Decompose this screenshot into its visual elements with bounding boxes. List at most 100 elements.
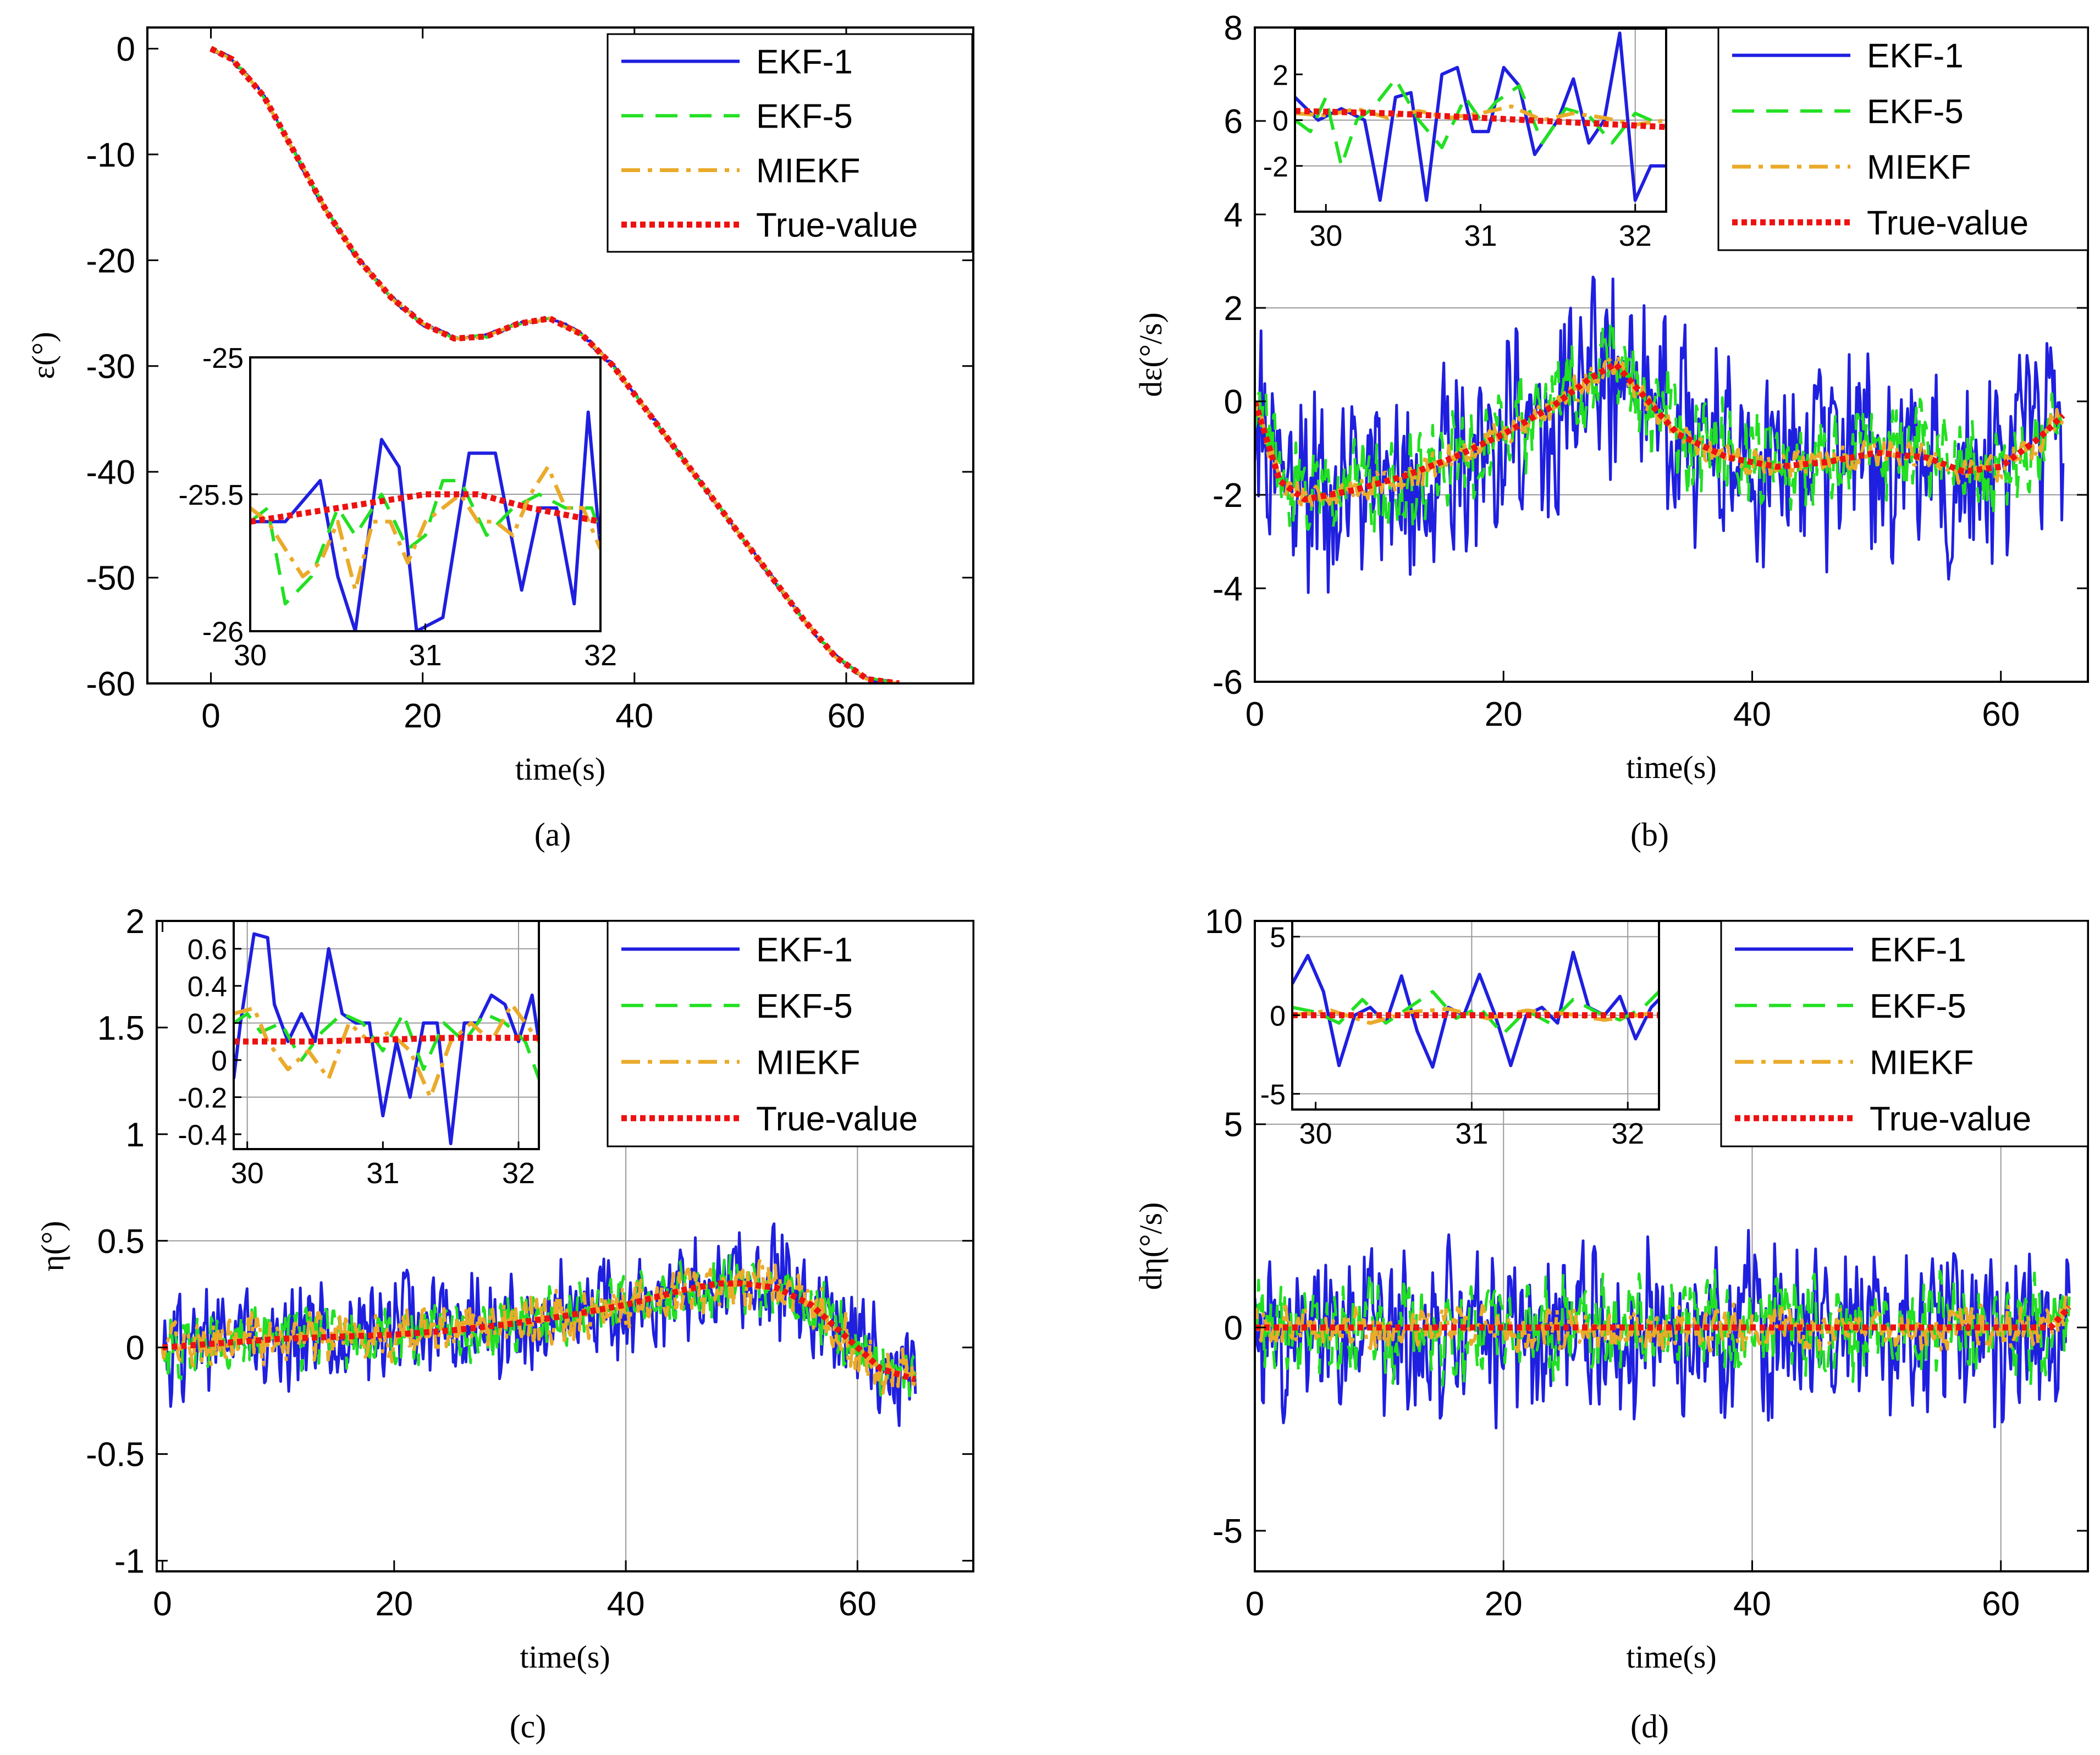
series-miekf-a [210,47,900,683]
inset-x-tick-label-a: 32 [584,639,617,672]
inset-y-tick-label-c: 0.4 [188,971,227,1003]
inset-series-ekf-1-c [234,932,539,1145]
legend-label-ekf-1-d: EKF-1 [1870,931,1966,969]
y-tick-label-c: 1 [126,1116,145,1154]
legend-label-ekf-1-c: EKF-1 [756,931,853,969]
inset-y-tick-label-c: -0.4 [178,1119,227,1151]
x-tick-label-d: 20 [1485,1585,1523,1623]
series-ekf-1-d [1255,1229,2071,1430]
inset-x-tick-label-b: 30 [1309,219,1342,252]
axes-frame-c [156,920,974,1572]
inset-series-ekf-5-d [1292,990,1659,1036]
inset-y-tick-label-b: -2 [1263,151,1288,183]
y-tick-label-a: 0 [117,30,135,68]
inset-x-tick-label-c: 30 [231,1157,264,1190]
series-miekf-c [161,1257,917,1395]
y-tick-label-b: 6 [1224,103,1243,141]
series-true-value-d [1255,1305,2072,1331]
inset-a: 30 31 32 -25 -25.5 -26 [178,343,617,672]
x-tick-label-b: 60 [1982,696,2020,733]
inset-x-tick-label-c: 31 [366,1157,399,1190]
x-axis-title-c: time(s) [520,1639,610,1675]
inset-series-ekf-1-a [250,410,600,631]
series-true-value-a [210,46,900,683]
y-tick-label-c: 0 [126,1329,145,1367]
inset-y-tick-label-a: -26 [202,616,244,648]
series-miekf-d [1255,1295,2071,1353]
y-tick-label-a: -60 [86,665,135,703]
y-tick-label-d: 0 [1224,1309,1243,1347]
y-tick-label-b: 4 [1224,196,1243,234]
inset-x-tick-label-b: 32 [1619,219,1652,252]
panel-label-a: (a) [534,816,571,853]
x-tick-label-d: 40 [1733,1585,1771,1623]
inset-series-ekf-5-c [234,1012,539,1079]
inset-series-true-value-b [1295,108,1666,130]
panel-label-d: (d) [1630,1708,1669,1745]
inset-series-miekf-b [1295,104,1666,127]
x-tick-label-b: 0 [1245,696,1264,733]
legend-c: EKF-1 EKF-5 MIEKF True-value [607,920,974,1147]
inset-y-tick-label-d: -5 [1260,1079,1286,1111]
y-tick-label-a: -20 [86,242,135,280]
y-axis-title-d: dη(°/s) [1133,1202,1168,1290]
legend-label-ekf-1-b: EKF-1 [1867,37,1964,75]
inset-y-tick-label-b: 0 [1272,106,1288,137]
inset-series-ekf-1-b [1295,31,1666,202]
x-axis-title-a: time(s) [515,751,605,787]
axes-frame-b [1254,26,2089,683]
legend-label-ekf-5-b: EKF-5 [1867,93,1964,131]
legend-box-d [1720,920,2089,1147]
inset-y-tick-label-b: 2 [1272,59,1288,91]
legend-label-ekf-5-d: EKF-5 [1870,987,1966,1025]
y-tick-label-d: -5 [1212,1513,1243,1550]
inset-y-tick-label-a: -25 [202,343,244,374]
y-axis-title-a: ε(°) [25,332,61,379]
inset-series-miekf-c [234,1002,539,1099]
legend-box-c [607,920,974,1147]
series-true-value-c [162,1280,917,1383]
legend-d: EKF-1 EKF-5 MIEKF True-value [1720,920,2089,1147]
inset-y-tick-label-d: 5 [1270,922,1286,954]
x-tick-label-c: 60 [839,1585,877,1623]
legend-label-true-value-a: True-value [756,207,918,245]
y-tick-label-b: 8 [1224,9,1243,47]
x-tick-label-c: 0 [153,1585,172,1623]
legend-box-b [1717,26,2089,251]
x-axis-title-d: time(s) [1626,1639,1716,1675]
inset-x-tick-label-c: 32 [502,1157,535,1190]
y-tick-label-d: 5 [1224,1106,1243,1144]
x-tick-label-a: 20 [404,697,442,735]
inset-b: 30 31 32 2 0 -2 [1263,27,1667,252]
inset-frame-c [233,920,540,1150]
inset-y-tick-label-c: 0.6 [188,934,227,966]
x-tick-label-b: 40 [1733,696,1771,733]
y-tick-label-a: -50 [86,560,135,598]
axes-frame-a [146,26,974,685]
x-tick-label-a: 40 [615,697,653,735]
legend-label-ekf-5-a: EKF-5 [756,98,853,136]
y-tick-label-c: 0.5 [97,1223,145,1261]
inset-x-tick-label-d: 31 [1455,1117,1488,1150]
legend-label-ekf-5-c: EKF-5 [756,987,853,1025]
chart-panel-c: 0 20 40 60 2 1.5 1 0.5 0 -0.5 -1 time(s) η(°) 30 31 32 0… [35,903,974,1675]
series-ekf-5-c [161,1254,917,1398]
series-true-value-b [1255,361,2065,503]
x-tick-label-c: 20 [375,1585,413,1623]
inset-x-tick-label-d: 32 [1611,1117,1644,1150]
inset-y-tick-label-d: 0 [1270,1001,1286,1033]
y-tick-label-a: -10 [86,136,135,174]
x-tick-label-d: 0 [1245,1585,1264,1623]
x-tick-label-a: 60 [827,697,865,735]
inset-series-miekf-a [250,465,600,592]
x-tick-label-d: 60 [1982,1585,2020,1623]
legend-label-miekf-b: MIEKF [1867,148,1971,186]
legend-label-true-value-b: True-value [1867,204,2029,242]
y-tick-label-a: -30 [86,348,135,386]
inset-d: 30 31 32 5 0 -5 [1260,920,1660,1150]
y-axis-title-b: dε(°/s) [1133,312,1168,397]
inset-x-tick-label-d: 30 [1299,1117,1332,1150]
